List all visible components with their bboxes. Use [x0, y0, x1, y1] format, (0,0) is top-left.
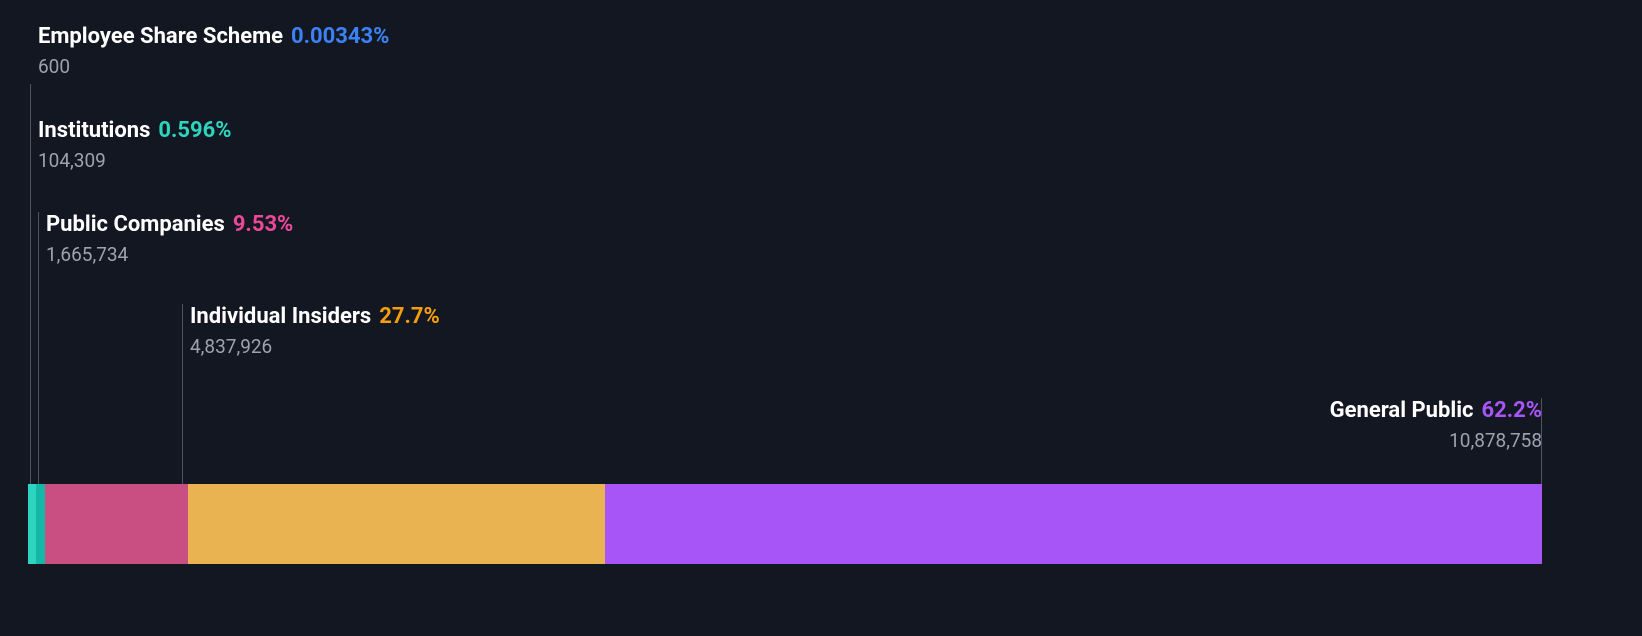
bar-segment-general_public: [605, 484, 1542, 564]
legend-title-row: Institutions 0.596%: [38, 118, 232, 143]
legend-shares: 104,309: [38, 149, 232, 172]
legend-title-row: Individual Insiders 27.7%: [190, 304, 440, 329]
legend-percent: 9.53%: [233, 212, 294, 237]
leader-line-individual_insiders: [182, 304, 183, 484]
legend-entry-public_companies: Public Companies 9.53% 1,665,734: [46, 212, 293, 266]
legend-name: Individual Insiders: [190, 304, 371, 329]
ownership-chart: Employee Share Scheme 0.00343% 600 Institut…: [0, 0, 1642, 636]
legend-shares: 600: [38, 55, 389, 78]
leader-line-general_public: [1541, 398, 1542, 484]
legend-title-row: Employee Share Scheme 0.00343%: [38, 24, 389, 49]
legend-name: Employee Share Scheme: [38, 24, 283, 49]
legend-shares: 4,837,926: [190, 335, 440, 358]
bar-segment-public_companies: [45, 484, 189, 564]
stacked-bar: [28, 484, 1542, 564]
legend-percent: 27.7%: [379, 304, 440, 329]
legend-name: General Public: [1330, 398, 1474, 423]
legend-name: Institutions: [38, 118, 150, 143]
legend-percent: 0.00343%: [291, 24, 389, 49]
legend-title-row: General Public 62.2%: [1330, 398, 1542, 423]
legend-entry-employee_share_scheme: Employee Share Scheme 0.00343% 600: [38, 24, 389, 78]
legend-shares: 1,665,734: [46, 243, 293, 266]
bar-segment-institutions: [36, 484, 45, 564]
bar-segment-individual_insiders: [188, 484, 605, 564]
leader-line-institutions: [30, 178, 31, 484]
legend-title-row: Public Companies 9.53%: [46, 212, 293, 237]
labels-area: Employee Share Scheme 0.00343% 600 Institut…: [28, 24, 1542, 484]
legend-percent: 62.2%: [1481, 398, 1542, 423]
legend-percent: 0.596%: [158, 118, 231, 143]
legend-entry-general_public: General Public 62.2% 10,878,758: [1330, 398, 1542, 452]
legend-name: Public Companies: [46, 212, 225, 237]
legend-entry-individual_insiders: Individual Insiders 27.7% 4,837,926: [190, 304, 440, 358]
leader-line-public_companies: [38, 212, 39, 484]
bar-segment-employee_share_scheme: [28, 484, 36, 564]
legend-shares: 10,878,758: [1449, 429, 1542, 452]
legend-entry-institutions: Institutions 0.596% 104,309: [38, 118, 232, 172]
